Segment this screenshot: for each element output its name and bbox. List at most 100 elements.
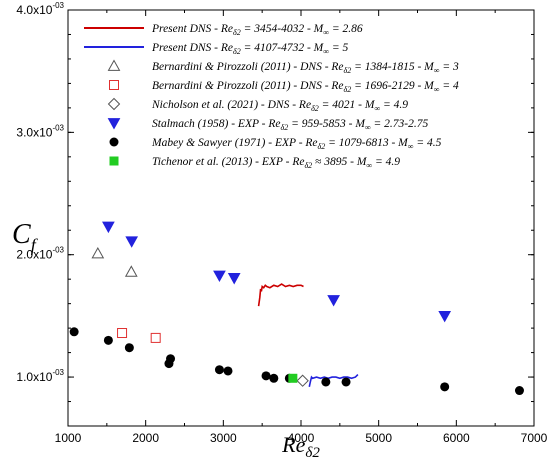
legend-label-subscript: δ2 bbox=[304, 161, 312, 170]
legend-label-subscript: δ2 bbox=[233, 47, 241, 56]
legend-item: Present DNS - Reδ2 = 4107-4732 - M∞ = 5 bbox=[84, 42, 348, 56]
y-tick-exponent: -03 bbox=[52, 368, 64, 377]
x-tick-label: 6000 bbox=[443, 431, 470, 445]
data-point bbox=[214, 365, 224, 375]
legend-label-text: ≈ 3895 - M bbox=[312, 156, 368, 168]
legend-swatch-marker bbox=[109, 137, 119, 147]
data-point bbox=[327, 295, 340, 307]
legend-label-subscript: ∞ bbox=[408, 142, 414, 151]
series-line bbox=[308, 374, 359, 387]
y-tick-mantissa: 3.0x10 bbox=[16, 125, 52, 139]
data-point bbox=[150, 332, 161, 343]
axis-labels: Reδ2 Cf bbox=[12, 219, 320, 461]
data-point bbox=[213, 270, 226, 283]
data-point bbox=[117, 328, 128, 339]
legend-item: Bernardini & Pirozzoli (2011) - DNS - Re… bbox=[109, 80, 459, 94]
x-tick-label: 5000 bbox=[365, 431, 392, 445]
data-point bbox=[166, 354, 176, 364]
legend-item: Present DNS - Reδ2 = 3454-4032 - M∞ = 2.… bbox=[84, 23, 363, 37]
legend-label: Present DNS - Reδ2 = 3454-4032 - M∞ = 2.… bbox=[151, 23, 363, 37]
series-line bbox=[257, 283, 304, 307]
y-tick-mantissa: 1.0x10 bbox=[16, 370, 52, 384]
y-axis-label-main: C bbox=[12, 219, 31, 250]
legend-label-text: = 4 bbox=[439, 80, 459, 92]
data-point bbox=[261, 371, 271, 381]
legend-swatch-marker bbox=[107, 97, 121, 111]
data-point bbox=[124, 265, 138, 277]
data-point bbox=[125, 236, 139, 248]
x-tick-label: 1000 bbox=[55, 431, 82, 445]
y-tick-exponent: -03 bbox=[52, 1, 64, 10]
legend-label-subscript: δ2 bbox=[281, 123, 289, 132]
x-tick-label: 4000 bbox=[288, 431, 315, 445]
data-point bbox=[227, 273, 241, 285]
x-tick-label: 2000 bbox=[132, 431, 159, 445]
legend-label-text: = 4.5 bbox=[413, 137, 441, 149]
x-axis-label-main: Re bbox=[281, 432, 305, 457]
series-group bbox=[102, 221, 452, 323]
legend-label-subscript: ∞ bbox=[374, 104, 380, 113]
y-tick-exponent: -03 bbox=[52, 123, 64, 132]
legend-swatch-marker bbox=[107, 59, 121, 71]
legend-label-subscript: ∞ bbox=[323, 47, 329, 56]
legend-label-text: Tichenor et al. (2013) - EXP - Re bbox=[152, 156, 304, 168]
legend-label-text: Stalmach (1958) - EXP - Re bbox=[152, 118, 281, 130]
plot-series bbox=[69, 221, 524, 396]
legend-label-text: = 4107-4732 - M bbox=[241, 42, 325, 54]
data-point bbox=[124, 343, 134, 353]
legend-label-text: Mabey & Sawyer (1971) - EXP - Re bbox=[151, 137, 318, 149]
data-point bbox=[91, 246, 105, 259]
legend-label-text: = 3 bbox=[439, 61, 459, 73]
legend-item: Mabey & Sawyer (1971) - EXP - Reδ2 = 107… bbox=[109, 137, 442, 151]
x-tick-label: 3000 bbox=[210, 431, 237, 445]
legend-label-text: = 4.9 bbox=[380, 99, 408, 111]
data-point bbox=[321, 377, 331, 387]
series-group bbox=[91, 246, 138, 277]
y-tick-label: 1.0x10-03 bbox=[16, 368, 64, 384]
legend-item: Tichenor et al. (2013) - EXP - Reδ2 ≈ 38… bbox=[109, 156, 400, 170]
x-tick-label: 7000 bbox=[521, 431, 548, 445]
legend-swatch-marker bbox=[107, 118, 121, 130]
legend-label: Bernardini & Pirozzoli (2011) - DNS - Re… bbox=[152, 61, 459, 75]
legend-label-text: Bernardini & Pirozzoli (2011) - DNS - Re bbox=[152, 80, 344, 92]
y-axis-label-subscript: f bbox=[31, 235, 39, 255]
legend: Present DNS - Reδ2 = 3454-4032 - M∞ = 2.… bbox=[84, 23, 459, 170]
data-point bbox=[269, 373, 279, 383]
y-tick-label: 2.0x10-03 bbox=[16, 246, 64, 262]
series-group bbox=[69, 327, 524, 396]
series-group bbox=[308, 374, 359, 387]
legend-label-text: = 2.86 bbox=[329, 23, 363, 35]
legend-label-subscript: δ2 bbox=[344, 66, 352, 75]
data-point bbox=[440, 382, 450, 392]
legend-label-subscript: ∞ bbox=[434, 85, 440, 94]
legend-label-text: = 5 bbox=[329, 42, 349, 54]
x-axis-label: Reδ2 bbox=[281, 432, 320, 461]
data-point bbox=[103, 335, 113, 345]
series-group bbox=[257, 283, 304, 307]
legend-label-subscript: ∞ bbox=[323, 28, 329, 37]
legend-label-subscript: δ2 bbox=[344, 85, 352, 94]
legend-label-text: = 2.73-2.75 bbox=[371, 118, 429, 130]
legend-item: Bernardini & Pirozzoli (2011) - DNS - Re… bbox=[107, 59, 459, 75]
legend-label-subscript: ∞ bbox=[366, 161, 372, 170]
y-tick-mantissa: 2.0x10 bbox=[16, 248, 52, 262]
axis-ticks: 1000 2000 3000 4000 5000 6000 70001.0x10-032.0… bbox=[16, 1, 547, 445]
legend-label: Present DNS - Reδ2 = 4107-4732 - M∞ = 5 bbox=[151, 42, 348, 56]
legend-swatch-marker bbox=[109, 156, 119, 166]
x-axis-label-subscript: δ2 bbox=[305, 445, 320, 461]
legend-label-text: Bernardini & Pirozzoli (2011) - DNS - Re bbox=[152, 61, 344, 73]
legend-label-subscript: ∞ bbox=[434, 66, 440, 75]
legend-label: Tichenor et al. (2013) - EXP - Reδ2 ≈ 38… bbox=[152, 156, 400, 170]
legend-label-text: = 959-5853 - M bbox=[288, 118, 366, 130]
legend-swatch-marker bbox=[109, 80, 119, 90]
legend-label-text: = 3454-4032 - M bbox=[241, 23, 325, 35]
data-point bbox=[223, 366, 233, 376]
data-point bbox=[514, 386, 524, 396]
legend-label-text: = 4.9 bbox=[372, 156, 400, 168]
data-point bbox=[69, 327, 79, 337]
y-tick-mantissa: 4.0x10 bbox=[16, 3, 52, 17]
legend-label-subscript: δ2 bbox=[318, 142, 326, 151]
y-axis-label: Cf bbox=[12, 219, 39, 255]
legend-label: Stalmach (1958) - EXP - Reδ2 = 959-5853 … bbox=[152, 118, 429, 132]
